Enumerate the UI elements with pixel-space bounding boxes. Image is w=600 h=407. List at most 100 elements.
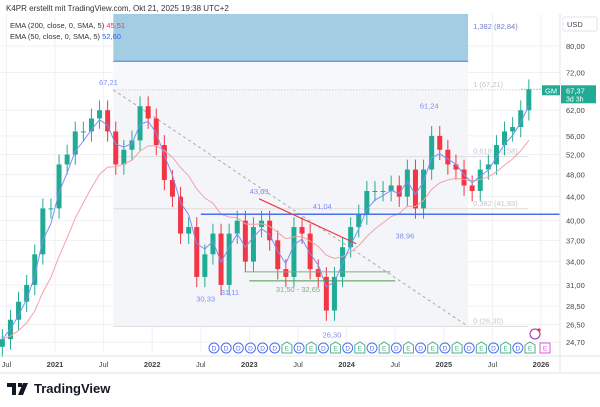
fib-extension-zone: [113, 14, 469, 62]
earnings-event-icon: [281, 341, 293, 354]
candle: [372, 190, 378, 192]
x-tick-label: 2022: [144, 360, 161, 369]
candle: [186, 227, 192, 234]
candle: [396, 185, 402, 197]
candle: [226, 233, 232, 285]
candle: [80, 131, 86, 133]
dividend-event-icon: [415, 342, 427, 354]
tradingview-logo[interactable]: TradingView: [7, 381, 110, 396]
candle: [331, 276, 337, 311]
y-tick-label: 56,00: [566, 132, 585, 141]
candle: [299, 227, 305, 234]
dividend-event-icon: [390, 342, 402, 354]
price-annotation: 67,21: [99, 78, 118, 87]
dividend-event-icon: [342, 342, 354, 354]
fib-label: 0,382 (41,93): [473, 199, 518, 208]
candle: [16, 301, 22, 320]
candle: [404, 169, 410, 197]
earnings-event-icon: [451, 341, 463, 354]
event-label: E: [382, 346, 387, 353]
y-tick-label: 24,70: [566, 338, 585, 347]
event-label: D: [443, 346, 448, 353]
candle: [40, 208, 46, 255]
candle: [364, 190, 370, 215]
candle: [388, 185, 394, 191]
fib-label: 1 (67,21): [473, 80, 504, 89]
trend-line-dashed: [113, 89, 469, 327]
event-label: E: [504, 346, 509, 353]
legend-ema50[interactable]: EMA (50, close, 0, SMA, 5) 52,60: [10, 32, 121, 41]
candle: [178, 196, 184, 234]
x-tick-label: 2025: [435, 360, 452, 369]
candle: [129, 140, 135, 150]
currency-button: [562, 16, 598, 32]
candle: [412, 169, 418, 209]
price-annotation: 43,63: [250, 187, 269, 196]
legend-ema200[interactable]: EMA (200, close, 0, SMA, 5) 45,51: [10, 21, 126, 30]
candle: [453, 164, 459, 170]
dividend-event-icon: [463, 342, 475, 354]
y-tick-label: 28,50: [566, 302, 585, 311]
price-annotation: 38,96: [396, 231, 415, 240]
candle: [275, 240, 281, 270]
y-tick-label: 62,00: [566, 106, 585, 115]
fib-label: 0 (26,30): [473, 316, 504, 325]
candle: [56, 164, 62, 209]
event-label: D: [394, 346, 399, 353]
dividend-event-icon: [512, 342, 524, 354]
event-label: D: [297, 346, 302, 353]
candle: [526, 89, 532, 111]
event-label: D: [370, 346, 375, 353]
candle: [113, 131, 119, 165]
event-label: E: [431, 346, 436, 353]
y-tick-label: 80,00: [566, 42, 585, 51]
candle: [24, 284, 30, 302]
candle: [477, 169, 483, 191]
x-tick-label: 2024: [338, 360, 356, 369]
candle: [194, 227, 200, 277]
candle: [234, 220, 240, 234]
dividend-event-icon: [488, 342, 500, 354]
x-tick-label: 2026: [533, 360, 550, 369]
candle: [421, 169, 427, 209]
ema50-line: [1, 105, 530, 340]
event-label: E: [455, 346, 460, 353]
y-tick-label: 72,00: [566, 69, 585, 78]
symbol-ticker: GM: [545, 86, 557, 95]
candle: [145, 106, 151, 119]
price-annotation: 61,24: [420, 101, 439, 110]
event-label: E: [309, 346, 314, 353]
earnings-event-icon: [378, 341, 390, 354]
event-label: D: [236, 346, 241, 353]
event-label: D: [345, 346, 350, 353]
upcoming-earnings-icon: [539, 342, 551, 354]
resistance-trend-line: [258, 198, 357, 245]
dividend-event-icon: [317, 342, 329, 354]
candle: [32, 254, 38, 285]
price-annotation: 26,30: [323, 330, 342, 339]
event-label: D: [515, 346, 520, 353]
candle: [48, 208, 54, 210]
candle: [161, 145, 167, 181]
ema200-line: [2, 139, 530, 340]
event-label: D: [491, 346, 496, 353]
dividend-event-icon: [208, 342, 220, 354]
x-tick-label: Jul: [488, 360, 498, 369]
bar-countdown: 3d 3h: [566, 96, 584, 103]
earnings-event-icon: [524, 341, 536, 354]
y-tick-label: 37,00: [566, 236, 585, 245]
flash-event-icon: [529, 328, 541, 340]
candle: [445, 149, 451, 165]
dividend-event-icon: [220, 342, 232, 354]
dividend-event-icon: [293, 342, 305, 354]
chart-credit: K4PR erstellt mit TradingView.com, Okt 2…: [6, 4, 229, 13]
candle: [64, 154, 70, 165]
earnings-event-icon: [330, 341, 342, 354]
x-tick-label: Jul: [2, 360, 12, 369]
dividend-event-icon: [269, 342, 281, 354]
x-tick-label: 2021: [47, 360, 64, 369]
dividend-event-icon: [257, 342, 269, 354]
candle: [250, 227, 256, 262]
candle: [340, 247, 346, 277]
